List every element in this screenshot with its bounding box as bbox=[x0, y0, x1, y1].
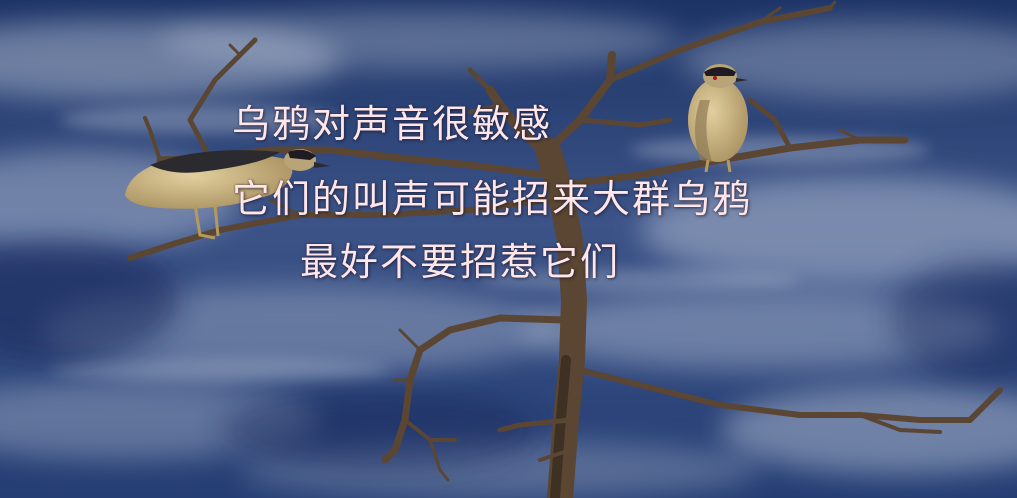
caption-line-3: 最好不要招惹它们 bbox=[300, 240, 621, 284]
bird-left bbox=[125, 149, 330, 240]
bird-right bbox=[688, 64, 748, 173]
caption-line-2: 它们的叫声可能招来大群乌鸦 bbox=[232, 177, 753, 221]
dark-cloud-patches bbox=[0, 240, 1017, 470]
clouds bbox=[0, 10, 1017, 498]
caption-line-1: 乌鸦对声音很敏感 bbox=[232, 102, 553, 146]
